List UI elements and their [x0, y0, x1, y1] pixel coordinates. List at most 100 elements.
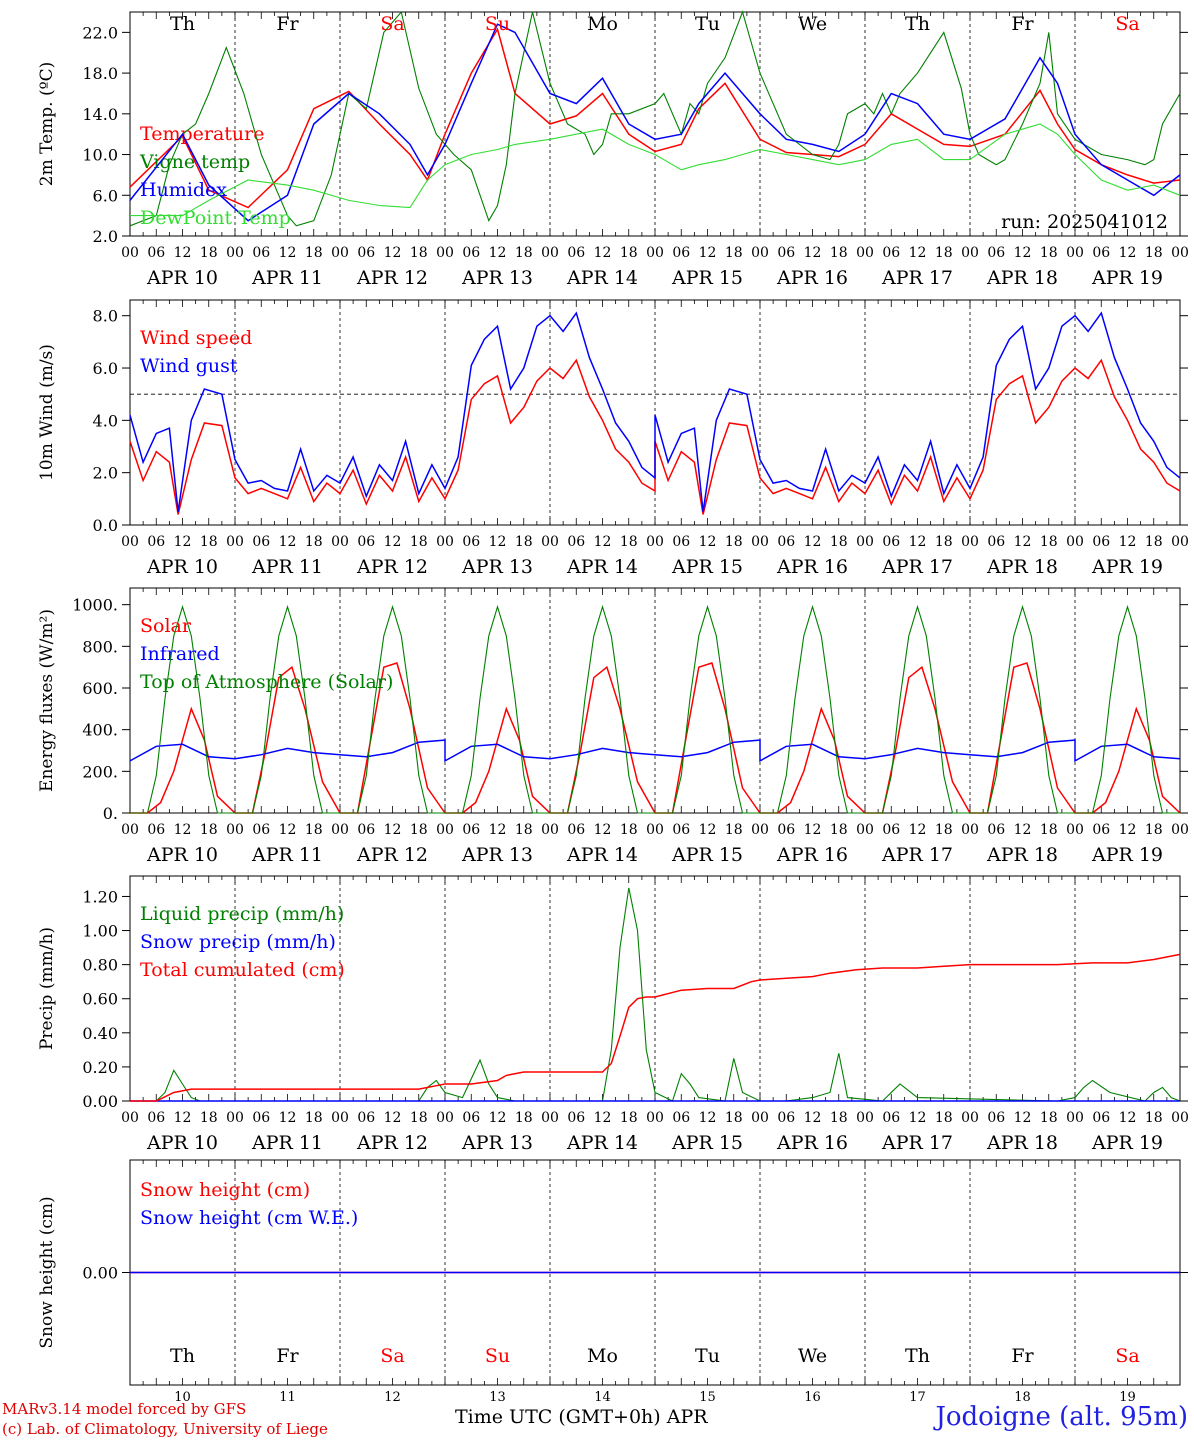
legend-entry: Snow precip (mm/h) [140, 931, 336, 953]
y-axis-label: Precip (mm/h) [37, 927, 57, 1050]
x-date-label: APR 13 [461, 267, 533, 289]
legend-entry: Wind gust [140, 355, 238, 377]
x-hour-label: 12 [1119, 534, 1137, 550]
y-axis-label: Snow height (cm) [37, 1196, 57, 1348]
x-date-label: APR 14 [566, 1132, 638, 1154]
x-hour-label: 12 [279, 1110, 297, 1126]
y-tick-label: 1.00 [82, 922, 118, 941]
y-tick-label: 0.80 [82, 956, 118, 975]
y-tick-label: 0.00 [82, 1264, 118, 1283]
x-hour-label: 12 [594, 822, 612, 838]
y-tick-label: 1.20 [82, 887, 118, 906]
x-hour-label: 06 [357, 822, 375, 838]
x-hour-label: 18 [305, 534, 323, 550]
x-hour-label: 18 [515, 1110, 533, 1126]
x-hour-label: 06 [672, 822, 690, 838]
y-tick-label: 2.0 [93, 464, 118, 483]
x-hour-label: 00 [121, 534, 139, 550]
x-hour-label: 18 [410, 1110, 428, 1126]
x-date-label: APR 12 [356, 556, 428, 578]
x-date-label: APR 17 [881, 267, 953, 289]
x-hour-label: 18 [200, 245, 218, 261]
x-hour-label: 18 [305, 245, 323, 261]
x-hour-label: 00 [226, 534, 244, 550]
x-hour-label: 06 [882, 245, 900, 261]
x-day-number: 14 [594, 1390, 611, 1405]
weekday-label: Fr [1011, 1345, 1034, 1367]
x-hour-label: 12 [909, 534, 927, 550]
y-tick-label: 22.0 [82, 23, 118, 42]
x-date-label: APR 12 [356, 844, 428, 866]
x-hour-label: 18 [620, 822, 638, 838]
weekday-label: Fr [276, 13, 299, 35]
x-day-number: 10 [174, 1390, 191, 1405]
x-hour-label: 18 [1145, 1110, 1163, 1126]
y-tick-label: 1000. [72, 596, 118, 615]
x-hour-label: 00 [751, 1110, 769, 1126]
x-date-label: APR 13 [461, 1132, 533, 1154]
x-hour-label: 12 [174, 822, 192, 838]
x-hour-label: 12 [909, 245, 927, 261]
x-hour-label: 18 [515, 534, 533, 550]
legend-entry: Infrared [140, 643, 220, 665]
x-hour-label: 06 [147, 822, 165, 838]
x-hour-label: 18 [620, 245, 638, 261]
x-date-label: APR 19 [1091, 556, 1163, 578]
y-tick-label: 400. [82, 721, 118, 740]
legend-entry: Liquid precip (mm/h) [140, 903, 344, 925]
x-hour-label: 18 [1040, 822, 1058, 838]
credit-model: MARv3.14 model forced by GFS [2, 1400, 247, 1418]
x-hour-label: 00 [541, 1110, 559, 1126]
weekday-label: We [798, 1345, 827, 1367]
x-hour-label: 00 [331, 1110, 349, 1126]
x-hour-label: 06 [1092, 245, 1110, 261]
x-hour-label: 18 [1145, 822, 1163, 838]
x-date-label: APR 16 [776, 267, 848, 289]
legend-entry: Temperature [140, 123, 264, 145]
weekday-label: Tu [695, 13, 720, 35]
x-hour-label: 00 [751, 534, 769, 550]
x-hour-label: 06 [462, 1110, 480, 1126]
x-day-number: 12 [384, 1390, 401, 1405]
x-date-label: APR 15 [671, 844, 743, 866]
x-hour-label: 18 [935, 534, 953, 550]
legend-entry: Snow height (cm) [140, 1179, 310, 1201]
series-line-wind-gust [129, 311, 1181, 513]
x-hour-label: 00 [646, 245, 664, 261]
x-hour-label: 18 [200, 1110, 218, 1126]
y-tick-label: 4.0 [93, 411, 118, 430]
x-hour-label: 12 [384, 1110, 402, 1126]
x-hour-label: 18 [725, 822, 743, 838]
y-tick-label: 6.0 [93, 186, 118, 205]
x-date-label: APR 16 [776, 556, 848, 578]
x-hour-label: 12 [174, 534, 192, 550]
x-date-label: APR 14 [566, 267, 638, 289]
x-hour-label: 12 [384, 245, 402, 261]
x-hour-label: 12 [1014, 534, 1032, 550]
x-date-label: APR 11 [251, 267, 323, 289]
x-hour-label: 00 [1171, 245, 1189, 261]
y-tick-label: 0.00 [82, 1092, 118, 1111]
x-hour-label: 12 [699, 1110, 717, 1126]
x-day-number: 19 [1119, 1390, 1136, 1405]
x-hour-label: 18 [830, 822, 848, 838]
x-hour-label: 00 [1066, 1110, 1084, 1126]
x-date-label: APR 10 [146, 267, 218, 289]
x-hour-label: 06 [987, 245, 1005, 261]
x-hour-label: 06 [357, 245, 375, 261]
run-label: run: 2025041012 [1001, 211, 1168, 233]
x-hour-label: 12 [174, 245, 192, 261]
x-date-label: APR 19 [1091, 1132, 1163, 1154]
x-hour-label: 12 [804, 245, 822, 261]
x-hour-label: 06 [252, 245, 270, 261]
x-hour-label: 00 [121, 245, 139, 261]
x-date-label: APR 10 [146, 556, 218, 578]
x-hour-label: 00 [646, 822, 664, 838]
x-hour-label: 06 [777, 534, 795, 550]
weekday-label: Th [170, 13, 195, 35]
x-hour-label: 00 [121, 822, 139, 838]
x-hour-label: 12 [909, 1110, 927, 1126]
weekday-label: Sa [1115, 13, 1139, 35]
x-hour-label: 00 [226, 245, 244, 261]
x-hour-label: 06 [987, 822, 1005, 838]
